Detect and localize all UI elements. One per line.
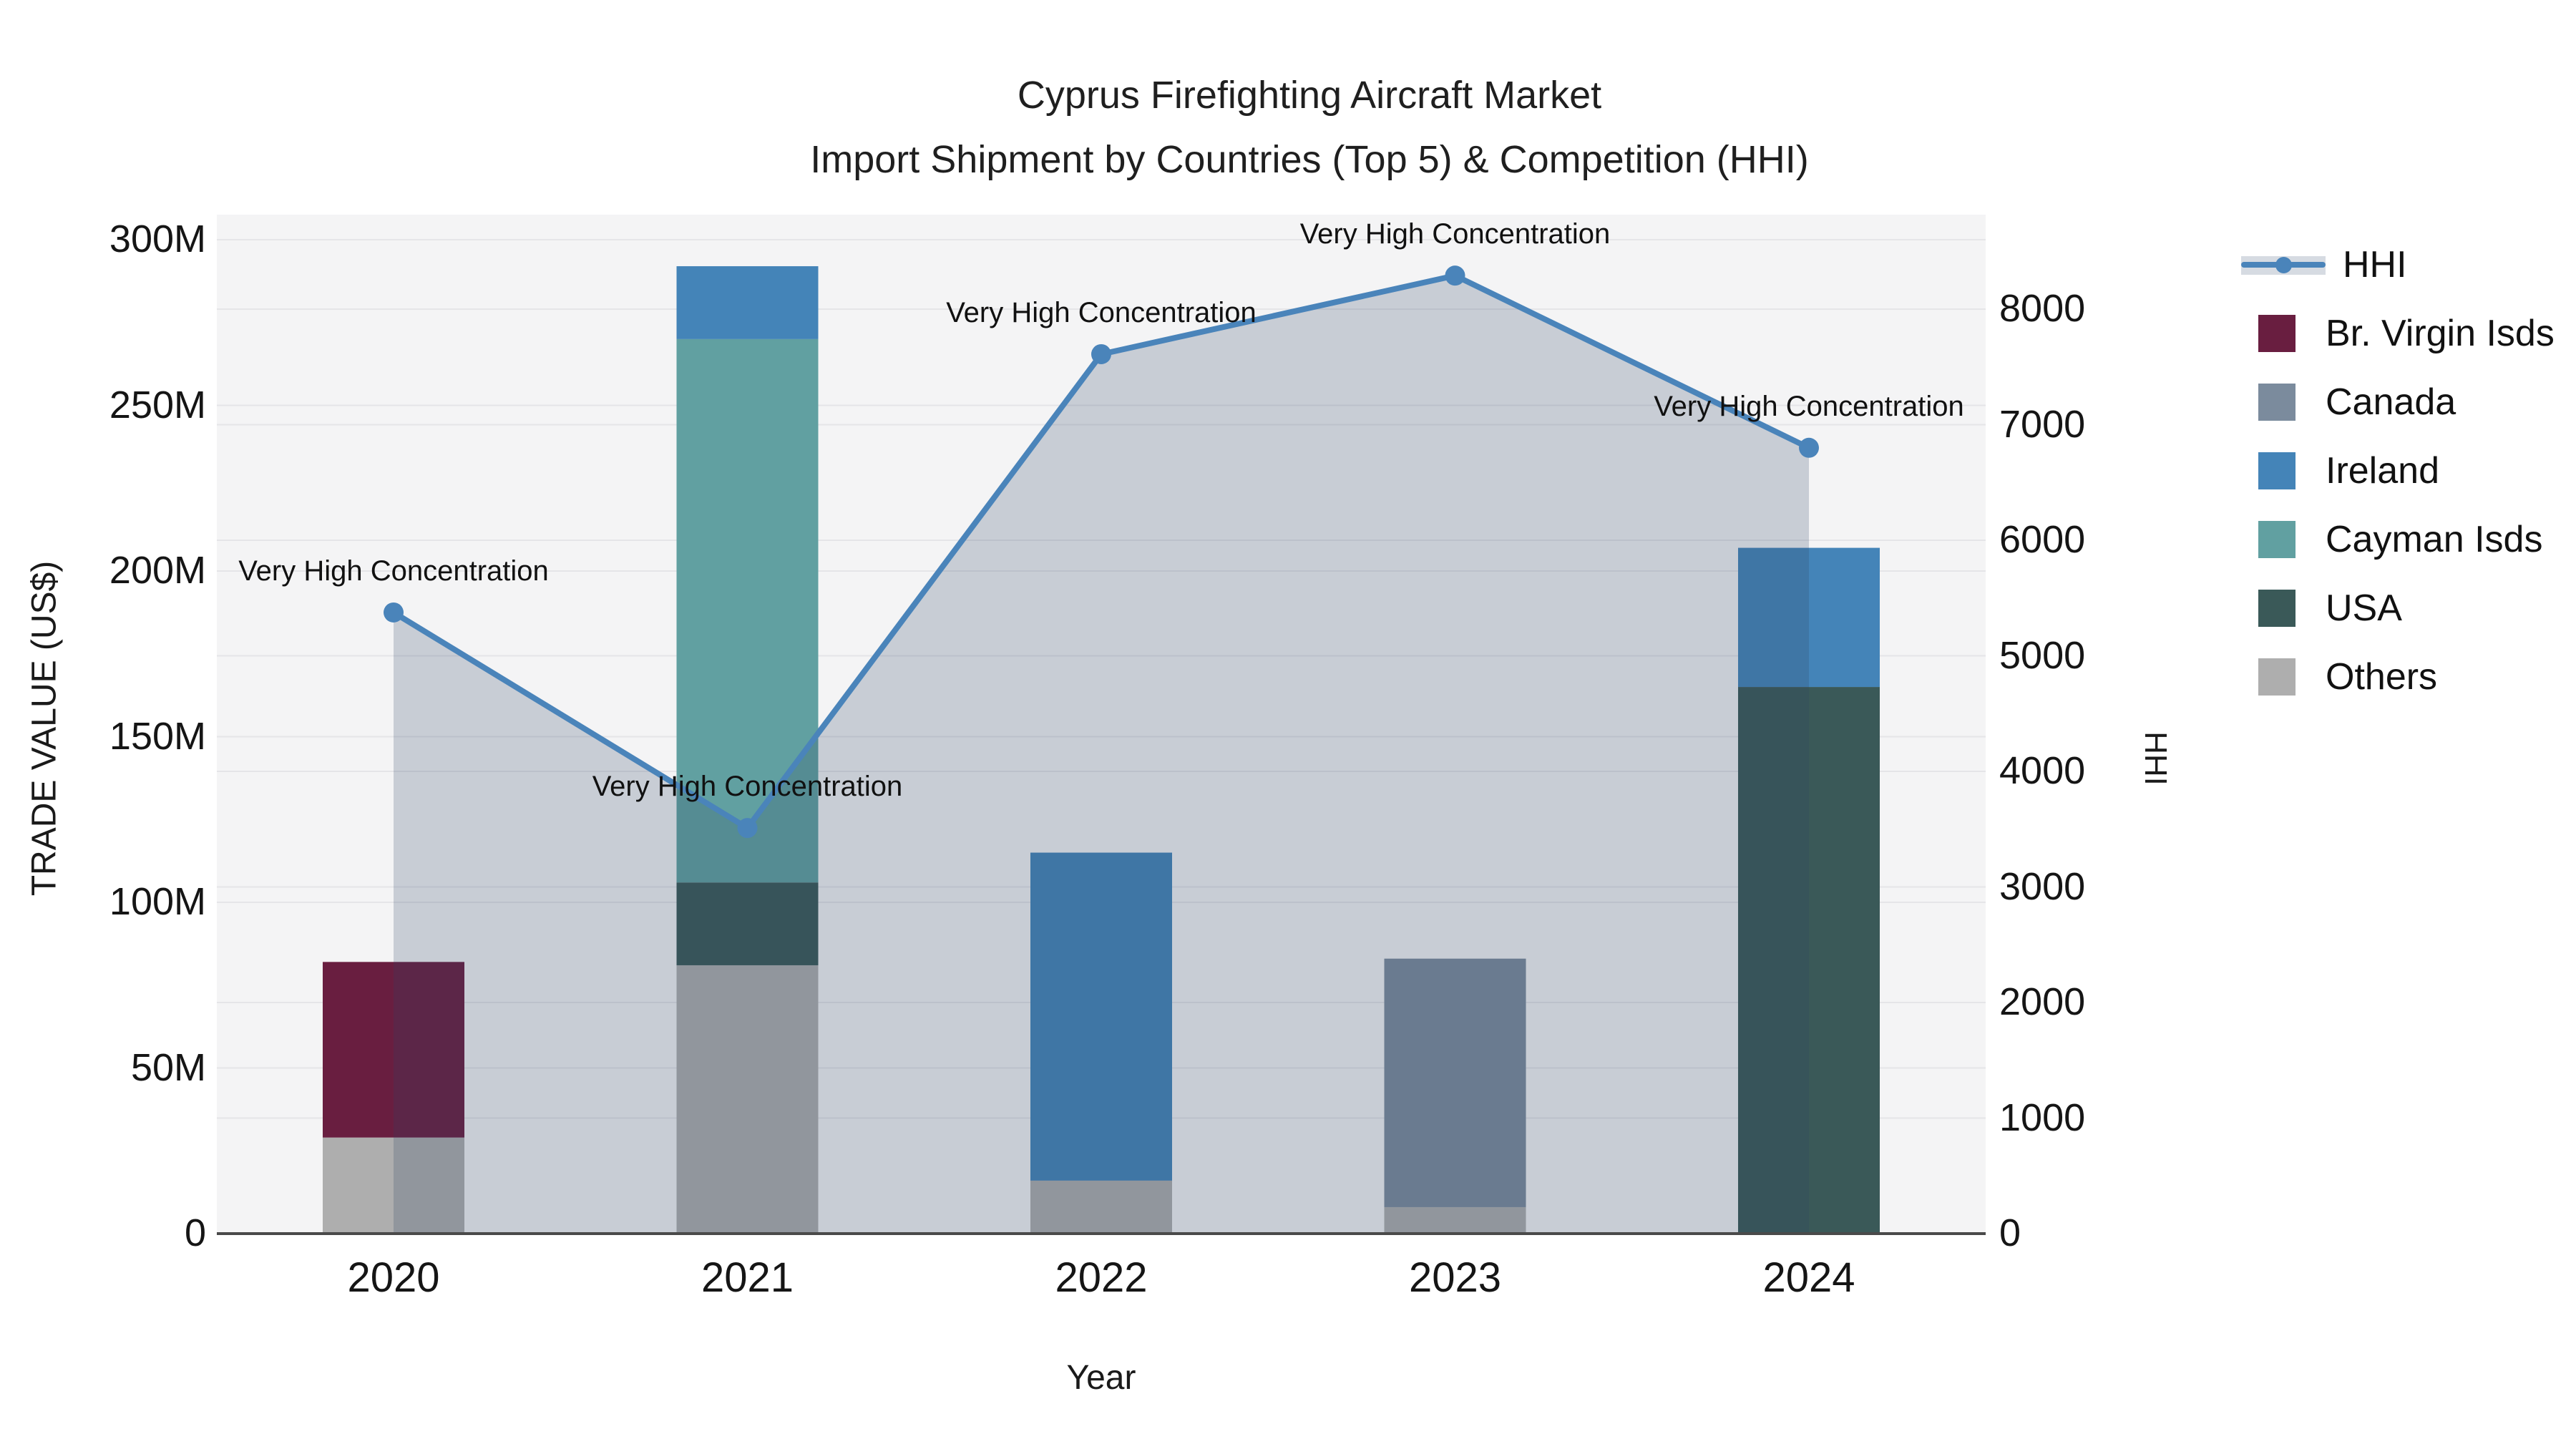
right-axis-tick-3000: 3000 — [1999, 864, 2086, 908]
hhi-marker-2021 — [737, 818, 758, 839]
hhi-marker-2020 — [384, 602, 404, 623]
x-axis-tick-2020: 2020 — [347, 1254, 440, 1301]
left-axis-tick-200M: 200M — [109, 549, 206, 592]
bar-segment-2024-ireland — [1738, 547, 1880, 688]
legend-label: Cayman Isds — [2326, 519, 2543, 560]
right-axis-tick-6000: 6000 — [1999, 518, 2086, 561]
legend-swatch-icon — [2258, 452, 2296, 489]
chart-title-line1: Cyprus Firefighting Aircraft Market — [1017, 74, 1602, 117]
bar-segment-2021-others — [676, 965, 819, 1234]
x-axis-tick-2022: 2022 — [1055, 1254, 1148, 1301]
right-axis-tick-5000: 5000 — [1999, 633, 2086, 677]
right-axis-title: HHI — [2138, 731, 2173, 786]
right-axis-tick-1000: 1000 — [1999, 1096, 2086, 1139]
left-axis-tick-100M: 100M — [109, 880, 206, 923]
legend-label: Ireland — [2326, 450, 2439, 492]
bar-segment-2021-cayman-isds — [676, 338, 819, 883]
left-axis-tick-150M: 150M — [109, 714, 206, 758]
annotation-2024: Very High Concentration — [1654, 390, 1964, 422]
hhi-line-legend-icon — [2241, 251, 2326, 278]
legend: HHI Br. Virgin Isds Canada Ireland Cayman Is… — [2241, 230, 2555, 711]
legend-item-cayman-isds: Cayman Isds — [2258, 505, 2555, 574]
left-axis-tick-50M: 50M — [130, 1045, 206, 1089]
legend-swatch-icon — [2258, 315, 2296, 352]
legend-item-br-virgin-isds: Br. Virgin Isds — [2258, 299, 2555, 368]
legend-swatch-icon — [2258, 521, 2296, 558]
hhi-marker-2024 — [1799, 437, 1819, 458]
chart-title-line2: Import Shipment by Countries (Top 5) & C… — [810, 138, 1809, 181]
right-axis-tick-4000: 4000 — [1999, 749, 2086, 792]
legend-item-ireland: Ireland — [2258, 436, 2555, 505]
bar-segment-2024-usa — [1738, 687, 1880, 1234]
x-axis-tick-2024: 2024 — [1762, 1254, 1855, 1301]
bar-segment-2021-usa — [676, 882, 819, 965]
annotation-2023: Very High Concentration — [1299, 218, 1611, 250]
left-axis-tick-250M: 250M — [109, 383, 206, 426]
bar-segment-2023-canada — [1384, 958, 1526, 1207]
hhi-marker-2023 — [1445, 265, 1465, 286]
bar-segment-2020-others — [323, 1137, 464, 1234]
legend-swatch-icon — [2258, 384, 2296, 421]
legend-label: Others — [2326, 656, 2438, 698]
legend-swatch-icon — [2258, 590, 2296, 627]
left-axis-tick-0: 0 — [184, 1211, 206, 1254]
x-axis-title: Year — [1066, 1359, 1136, 1397]
legend-swatch-icon — [2258, 658, 2296, 696]
legend-item-usa: USA — [2258, 574, 2555, 643]
legend-item-canada: Canada — [2258, 368, 2555, 436]
legend-label: Canada — [2326, 381, 2457, 423]
bar-segment-2022-ireland — [1030, 852, 1172, 1181]
x-axis-tick-2021: 2021 — [701, 1254, 794, 1301]
bar-segment-2023-others — [1384, 1206, 1526, 1234]
hhi-marker-legend-dot — [2275, 257, 2292, 273]
x-axis-tick-2023: 2023 — [1408, 1254, 1502, 1301]
legend-label: Br. Virgin Isds — [2326, 313, 2555, 354]
right-axis-tick-7000: 7000 — [1999, 402, 2086, 446]
left-axis-tick-300M: 300M — [109, 218, 206, 260]
legend-label: HHI — [2343, 244, 2407, 286]
annotation-2022: Very High Concentration — [946, 296, 1257, 328]
hhi-area-fill — [394, 275, 1809, 1234]
legend-label: USA — [2326, 587, 2402, 629]
chart-title: Cyprus Firefighting Aircraft Market Impo… — [215, 63, 2404, 192]
annotation-2020: Very High Concentration — [238, 555, 549, 587]
bar-segment-2021-ireland — [676, 266, 819, 339]
right-axis-tick-2000: 2000 — [1999, 980, 2086, 1023]
hhi-marker-2022 — [1091, 343, 1111, 364]
annotation-2021: Very High Concentration — [592, 771, 903, 803]
bar-segment-2022-others — [1030, 1180, 1172, 1234]
legend-item-hhi: HHI — [2241, 230, 2555, 299]
bar-segment-2020-br-virgin-isds — [323, 962, 464, 1138]
legend-item-others: Others — [2258, 643, 2555, 711]
right-axis-tick-8000: 8000 — [1999, 287, 2086, 330]
right-axis-tick-0: 0 — [1999, 1211, 2021, 1254]
